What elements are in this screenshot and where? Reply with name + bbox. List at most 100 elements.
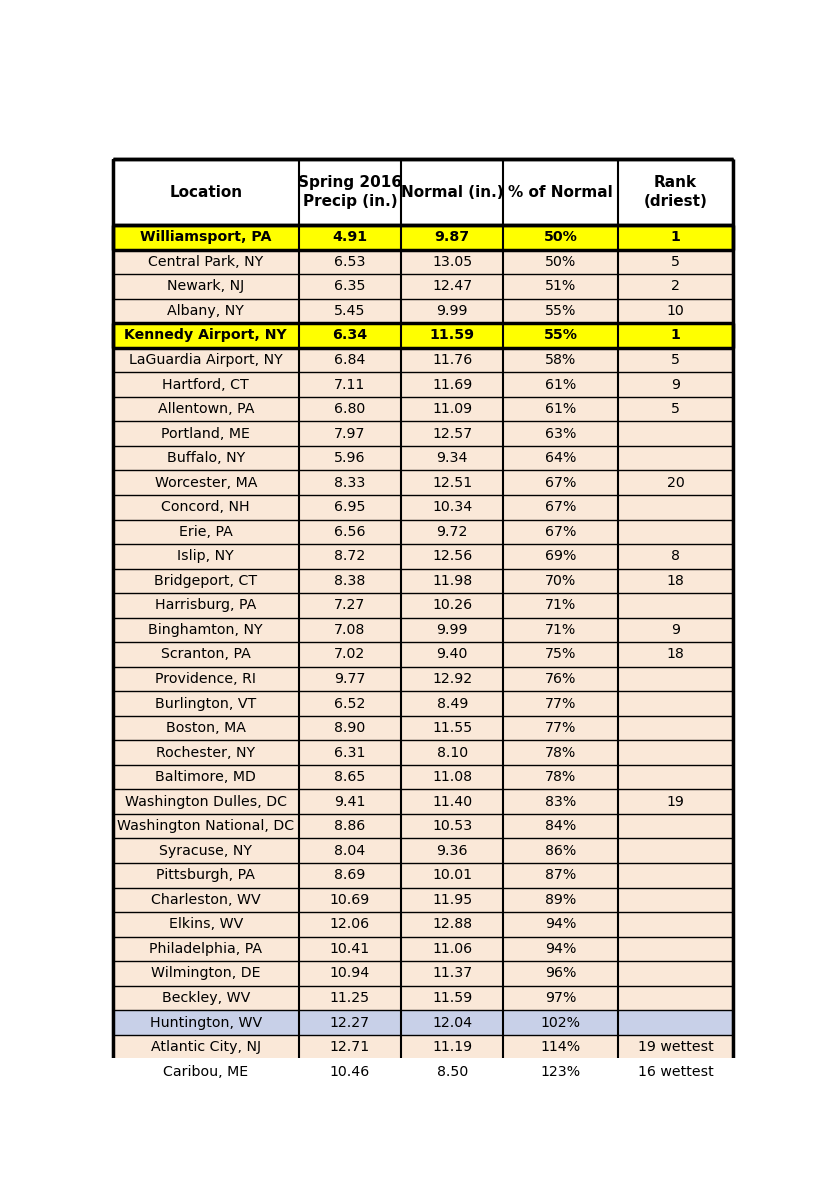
Text: 64%: 64% — [545, 451, 577, 465]
Text: 10.01: 10.01 — [432, 868, 472, 882]
Text: Spring 2016
Precip (in.): Spring 2016 Precip (in.) — [298, 175, 402, 209]
Text: 18: 18 — [667, 648, 685, 661]
Text: 9.72: 9.72 — [436, 524, 468, 539]
Text: Huntington, WV: Huntington, WV — [149, 1015, 262, 1030]
Text: 78%: 78% — [545, 770, 577, 784]
Text: 70%: 70% — [545, 574, 577, 587]
Bar — [113, 225, 733, 250]
Text: Charleston, WV: Charleston, WV — [151, 893, 261, 907]
Text: 10.69: 10.69 — [330, 893, 370, 907]
Text: 6.80: 6.80 — [334, 402, 365, 416]
Text: 8.90: 8.90 — [334, 721, 365, 735]
Text: 5: 5 — [671, 353, 680, 367]
Text: 11.19: 11.19 — [432, 1040, 473, 1053]
Text: 12.04: 12.04 — [432, 1015, 473, 1030]
Text: % of Normal: % of Normal — [508, 184, 613, 200]
Text: 8.65: 8.65 — [334, 770, 365, 784]
Text: Philadelphia, PA: Philadelphia, PA — [149, 942, 262, 956]
Text: 84%: 84% — [545, 819, 577, 833]
Text: 10.53: 10.53 — [432, 819, 473, 833]
Text: 7.11: 7.11 — [334, 378, 365, 391]
Text: 5: 5 — [671, 402, 680, 416]
Text: 10.26: 10.26 — [432, 598, 473, 612]
Bar — [113, 446, 733, 471]
Text: Baltimore, MD: Baltimore, MD — [155, 770, 257, 784]
Text: Albany, NY: Albany, NY — [167, 304, 244, 317]
Text: 11.25: 11.25 — [330, 990, 370, 1005]
Text: Pittsburgh, PA: Pittsburgh, PA — [156, 868, 255, 882]
Text: 11.06: 11.06 — [432, 942, 473, 956]
Bar — [113, 642, 733, 667]
Text: Boston, MA: Boston, MA — [166, 721, 246, 735]
Bar — [113, 814, 733, 838]
Text: 9.99: 9.99 — [436, 304, 468, 317]
Text: 11.40: 11.40 — [432, 794, 473, 809]
Bar — [113, 159, 733, 225]
Text: 67%: 67% — [545, 501, 577, 515]
Text: 10.41: 10.41 — [330, 942, 370, 956]
Text: 19: 19 — [667, 794, 685, 809]
Text: 8.38: 8.38 — [334, 574, 365, 587]
Text: 7.97: 7.97 — [334, 427, 365, 441]
Text: 71%: 71% — [545, 598, 577, 612]
Text: Islip, NY: Islip, NY — [177, 549, 234, 564]
Bar — [113, 275, 733, 298]
Text: Kennedy Airport, NY: Kennedy Airport, NY — [125, 328, 287, 342]
Bar — [113, 250, 733, 275]
Text: Burlington, VT: Burlington, VT — [155, 697, 257, 711]
Text: 83%: 83% — [545, 794, 577, 809]
Text: 75%: 75% — [545, 648, 577, 661]
Text: 8.72: 8.72 — [334, 549, 365, 564]
Text: Allentown, PA: Allentown, PA — [158, 402, 254, 416]
Text: 77%: 77% — [545, 721, 577, 735]
Text: 8: 8 — [671, 549, 680, 564]
Text: 6.84: 6.84 — [334, 353, 365, 367]
Bar — [113, 347, 733, 372]
Bar — [113, 1011, 733, 1034]
Text: 8.33: 8.33 — [334, 476, 365, 490]
Bar — [113, 593, 733, 617]
Text: Washington Dulles, DC: Washington Dulles, DC — [125, 794, 287, 809]
Text: 12.47: 12.47 — [432, 279, 473, 294]
Bar — [113, 912, 733, 937]
Text: 11.59: 11.59 — [430, 328, 474, 342]
Text: 12.88: 12.88 — [432, 918, 472, 931]
Text: 9: 9 — [671, 378, 680, 391]
Text: 11.76: 11.76 — [432, 353, 473, 367]
Text: Atlantic City, NJ: Atlantic City, NJ — [151, 1040, 261, 1053]
Text: 11.08: 11.08 — [432, 770, 472, 784]
Text: 8.49: 8.49 — [436, 697, 468, 711]
Text: 9.87: 9.87 — [435, 231, 469, 245]
Text: 9.34: 9.34 — [436, 451, 468, 465]
Bar — [113, 937, 733, 961]
Bar — [113, 617, 733, 642]
Text: 89%: 89% — [545, 893, 577, 907]
Bar — [113, 1059, 733, 1084]
Text: Portland, ME: Portland, ME — [162, 427, 250, 441]
Text: 11.55: 11.55 — [432, 721, 473, 735]
Text: 9.77: 9.77 — [334, 672, 365, 686]
Bar — [113, 323, 733, 347]
Bar — [113, 520, 733, 545]
Text: 13.05: 13.05 — [432, 254, 473, 269]
Text: 12.27: 12.27 — [330, 1015, 370, 1030]
Text: Wilmington, DE: Wilmington, DE — [151, 967, 261, 981]
Text: 94%: 94% — [545, 918, 577, 931]
Text: Rochester, NY: Rochester, NY — [156, 746, 255, 760]
Bar — [113, 397, 733, 421]
Text: 16 wettest: 16 wettest — [638, 1064, 714, 1078]
Text: Location: Location — [169, 184, 243, 200]
Text: 11.09: 11.09 — [432, 402, 473, 416]
Text: 94%: 94% — [545, 942, 577, 956]
Text: 5: 5 — [671, 254, 680, 269]
Text: 58%: 58% — [545, 353, 577, 367]
Text: Harrisburg, PA: Harrisburg, PA — [155, 598, 257, 612]
Text: 6.34: 6.34 — [332, 328, 367, 342]
Text: 61%: 61% — [545, 402, 577, 416]
Text: 7.27: 7.27 — [334, 598, 365, 612]
Bar — [113, 568, 733, 593]
Text: 12.56: 12.56 — [432, 549, 473, 564]
Text: Williamsport, PA: Williamsport, PA — [140, 231, 271, 245]
Text: 9.40: 9.40 — [436, 648, 468, 661]
Text: Scranton, PA: Scranton, PA — [161, 648, 251, 661]
